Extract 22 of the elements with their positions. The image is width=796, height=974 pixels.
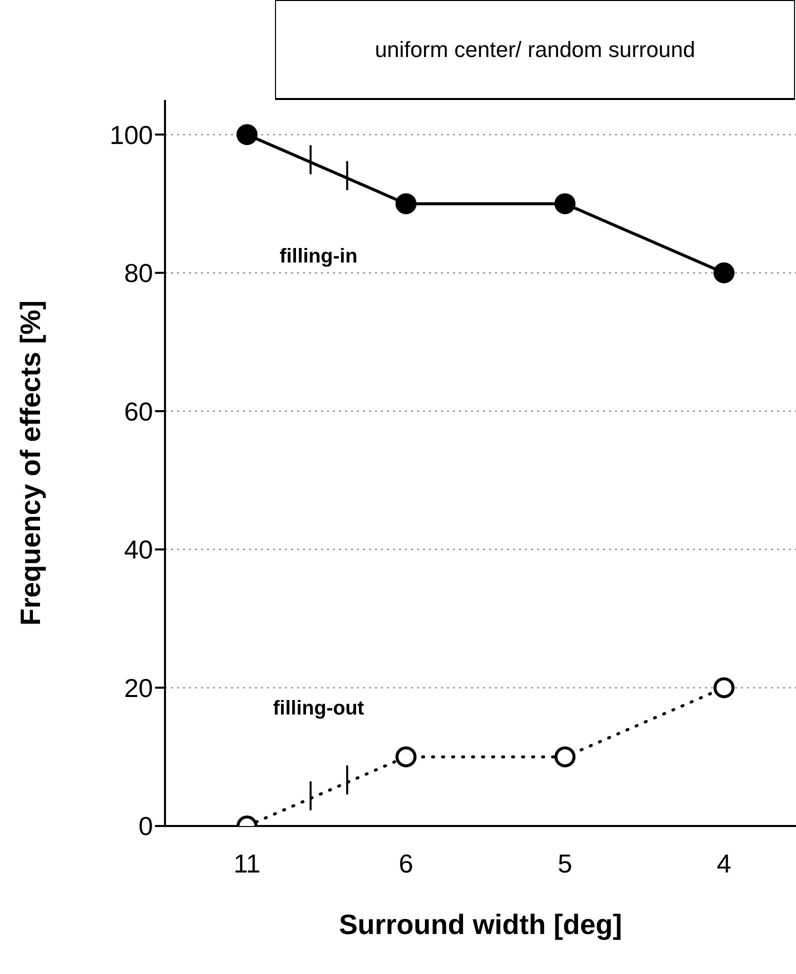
y-tick-label: 0 (138, 811, 153, 842)
x-tick-label: 5 (558, 848, 572, 878)
point (714, 262, 734, 284)
x-axis-title: Surround width [deg] (338, 909, 622, 940)
point (554, 746, 576, 768)
point (236, 124, 258, 146)
point (714, 677, 734, 698)
text: filling-out (273, 697, 364, 720)
y-tick-label: 20 (124, 672, 153, 703)
point (396, 746, 416, 768)
x-tick-label: 6 (398, 848, 414, 878)
y-tick-label: 100 (110, 120, 153, 150)
chart-title: uniform center/ random surround (275, 0, 795, 100)
y-tick-label: 60 (124, 396, 153, 426)
point (396, 193, 416, 214)
x-tick-label: 11 (234, 848, 260, 878)
y-axis-title: Frequency of effects [%] (14, 300, 46, 626)
text: filling-in (280, 245, 358, 268)
y-tick-label: 40 (124, 534, 153, 565)
point (554, 193, 576, 214)
y-tick-label: 80 (124, 258, 153, 288)
x-tick-label: 4 (716, 848, 732, 878)
